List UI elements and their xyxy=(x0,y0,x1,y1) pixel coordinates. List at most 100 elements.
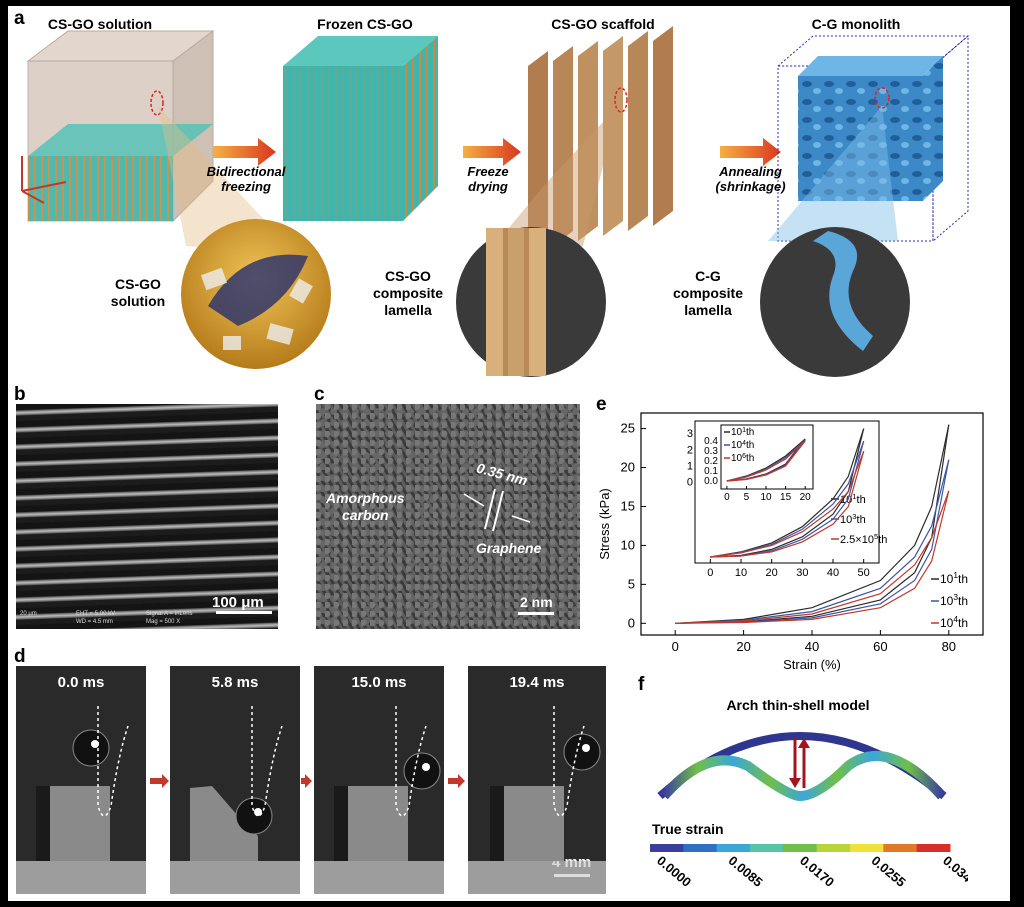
sem-scale-bar-line xyxy=(216,611,272,614)
stage-title-frozen: Frozen CS-GO xyxy=(317,16,413,32)
tem-scale-bar: 2 nm xyxy=(520,594,553,610)
inset-xtick-label-5: 50 xyxy=(858,567,870,579)
panel-c-label: c xyxy=(314,384,325,405)
sem-info-signal: Signal A = InLens xyxy=(146,611,193,617)
main-ytick-label-5: 25 xyxy=(621,421,635,436)
inset-ytick-label-0: 0 xyxy=(687,477,693,489)
inset2-xtick-label-1: 5 xyxy=(744,492,750,503)
panel-f-label: f xyxy=(638,674,645,695)
inset-circle-scaffold xyxy=(456,227,606,377)
inset-legend-label-2: 2.5×105th xyxy=(840,532,887,547)
solution-cube xyxy=(21,30,215,223)
frame-3-time: 15.0 ms xyxy=(351,674,407,691)
panel-a-schematic xyxy=(21,26,970,377)
colorbar-segment-2 xyxy=(716,844,751,852)
main-series-2-unloading xyxy=(675,490,950,624)
colorbar-segment-4 xyxy=(783,844,818,852)
colorbar-tick-label-2: 0.0170 xyxy=(797,853,837,890)
inset-1-line2: solution xyxy=(110,293,166,309)
inset2-legend-label-0: 101th xyxy=(731,427,754,439)
inset-series-2-unloading xyxy=(710,451,865,558)
colorbar-segment-6 xyxy=(850,844,884,852)
process-step-1-line1: Bidirectional xyxy=(206,164,286,179)
main-series-0-loading xyxy=(675,424,950,624)
inset2-series-2-loading xyxy=(726,440,806,482)
colorbar-tick-label-3: 0.0255 xyxy=(869,853,909,890)
arch-model xyxy=(657,732,947,802)
amorphous-line2: carbon xyxy=(341,507,389,523)
inset-beam-3 xyxy=(768,106,898,241)
main-xtick-label-2: 40 xyxy=(805,639,819,654)
colorbar-segment-8 xyxy=(916,844,951,852)
main-xtick-label-3: 60 xyxy=(873,639,887,654)
colorbar-title: True strain xyxy=(652,821,724,837)
impact-frame-1: 0.0 ms xyxy=(16,666,146,894)
strain-colorbar: 0.0000 0.0085 0.0170 0.0255 0.0340 xyxy=(650,844,968,890)
colorbar-tick-label-4: 0.0340 xyxy=(940,853,968,890)
inset-series-2-loading xyxy=(710,450,865,558)
panel-a-label: a xyxy=(14,8,25,29)
sem-info: 20 μm EHT = 5.00 kV WD = 4.5 mm Signal A… xyxy=(16,611,278,627)
main-legend-label-0: 101th xyxy=(940,570,968,586)
frozen-cube xyxy=(283,36,438,221)
inset-circle-solution xyxy=(181,219,331,369)
inset-xtick-label-0: 0 xyxy=(707,567,713,579)
inset2-series-2-unloading xyxy=(726,440,806,482)
process-step-3-line2: (shrinkage) xyxy=(715,179,786,194)
main-xlabel: Strain (%) xyxy=(783,657,841,672)
process-step-2: Freeze drying xyxy=(448,164,528,194)
inset-2-line2: composite xyxy=(372,285,443,301)
panel-d-label: d xyxy=(14,646,26,667)
impact-frame-2: 5.8 ms xyxy=(170,666,300,894)
colorbar-segment-5 xyxy=(816,844,851,852)
inset-label-monolith: C-G composite lamella xyxy=(663,268,753,319)
inset-xtick-label-2: 20 xyxy=(766,567,778,579)
inset2-ytick-label-2: 0.2 xyxy=(704,456,718,467)
process-step-3: Annealing (shrinkage) xyxy=(703,164,798,194)
sem-info-eht: EHT = 5.00 kV xyxy=(76,611,116,617)
inset-beam-2 xyxy=(498,106,618,246)
impact-frame-4: 19.4 ms 4 mm xyxy=(468,666,606,894)
inset2-legend-label-2: 106th xyxy=(731,453,754,465)
main-series-2-loading xyxy=(675,490,950,624)
inset-3-line1: C-G xyxy=(695,268,721,284)
inset-xtick-label-1: 10 xyxy=(735,567,747,579)
colorbar-segment-1 xyxy=(683,844,718,852)
inset-label-solution: CS-GO solution xyxy=(98,276,178,310)
compress-arrow-up-head xyxy=(798,738,810,748)
process-step-2-line2: drying xyxy=(468,179,508,194)
impact-frame-3: 15.0 ms xyxy=(314,666,444,894)
frame-1-time: 0.0 ms xyxy=(57,674,105,691)
inset2-ytick-label-0: 0.0 xyxy=(704,476,718,487)
panel-b-label: b xyxy=(14,384,26,405)
inset2-ytick-label-4: 0.4 xyxy=(704,436,718,447)
main-ylabel: Stress (kPa) xyxy=(597,488,612,560)
arch-lower-shell xyxy=(660,751,946,802)
main-series-1-loading xyxy=(675,459,950,624)
compress-arrow-down-head xyxy=(789,778,801,788)
inset-legend-label-1: 103th xyxy=(840,512,866,527)
inset2-legend-label-1: 104th xyxy=(731,440,754,452)
main-ytick-label-3: 15 xyxy=(621,498,635,513)
inset-ytick-label-3: 3 xyxy=(687,428,693,440)
inset-label-scaffold: CS-GO composite lamella xyxy=(363,268,453,319)
inset-2-line3: lamella xyxy=(384,302,432,318)
main-xtick-label-1: 20 xyxy=(736,639,750,654)
stage-title-scaffold: CS-GO scaffold xyxy=(551,16,655,32)
colorbar-segment-3 xyxy=(750,844,784,852)
process-step-1: Bidirectional freezing xyxy=(191,164,301,194)
inset-xtick-label-3: 30 xyxy=(796,567,808,579)
inset2-ytick-label-1: 0.1 xyxy=(704,466,718,477)
inset-3-line3: lamella xyxy=(684,302,732,318)
process-arrow-1 xyxy=(213,138,276,166)
frame-4-time: 19.4 ms xyxy=(509,674,565,691)
colorbar-segment-7 xyxy=(883,844,918,852)
inset2-xtick-label-2: 10 xyxy=(760,492,772,503)
photo-scale-bar-line xyxy=(554,874,590,877)
process-arrow-3 xyxy=(720,138,781,166)
inset2-xtick-label-3: 15 xyxy=(780,492,792,503)
process-arrow-2 xyxy=(463,138,521,166)
scaffold-sheets xyxy=(528,26,673,251)
figure: a CS-GO solution Frozen CS-GO CS-GO scaf… xyxy=(8,6,1010,901)
amorphous-label: Amorphous carbon xyxy=(326,490,405,524)
